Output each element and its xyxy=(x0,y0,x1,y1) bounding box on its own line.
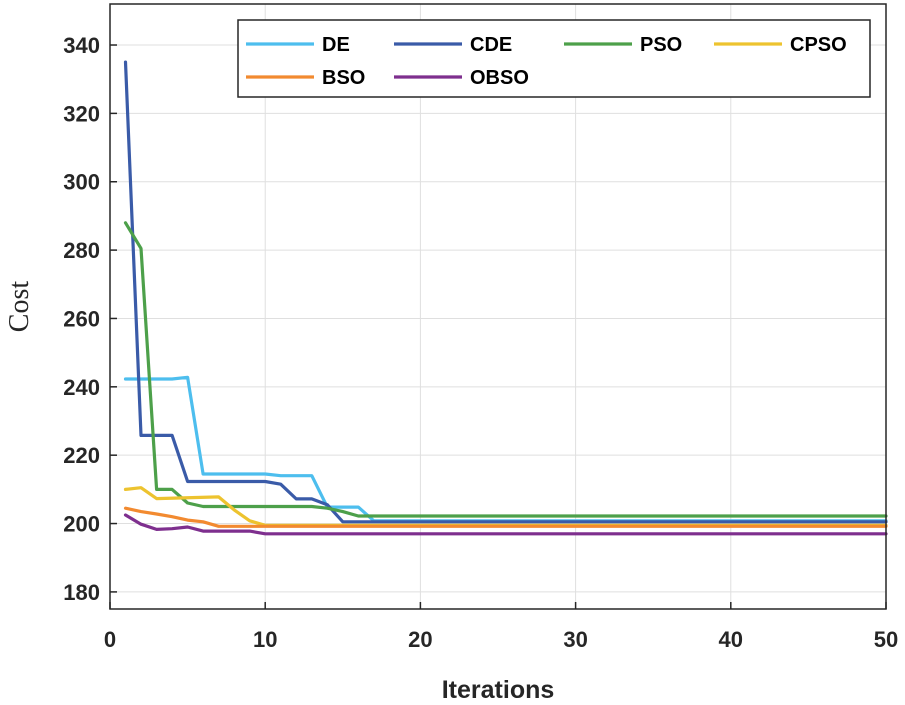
y-tick-label: 340 xyxy=(63,33,100,58)
legend-label-pso: PSO xyxy=(640,34,682,56)
series-line-de xyxy=(123,375,888,523)
y-tick-label: 300 xyxy=(63,170,100,195)
x-tick-label: 40 xyxy=(719,627,743,652)
plot-area-frame xyxy=(109,3,887,610)
x-tick-label: 30 xyxy=(563,627,587,652)
x-axis-ticks: 0 10 20 30 40 50 xyxy=(104,602,898,652)
x-tick-label: 20 xyxy=(408,627,432,652)
y-tick-label: 200 xyxy=(63,512,100,537)
y-axis-title: Cost xyxy=(4,281,35,333)
y-tick-label: 320 xyxy=(63,101,100,126)
y-tick-label: 220 xyxy=(63,443,100,468)
x-tick-label: 10 xyxy=(253,627,277,652)
legend-box xyxy=(237,19,871,98)
legend: DE CDE PSO CPSO BSO OBSO xyxy=(237,19,871,98)
legend-label-de: DE xyxy=(322,34,350,56)
y-axis-ticks: 180 200 220 240 260 280 300 320 340 xyxy=(63,33,117,605)
x-tick-label: 0 xyxy=(104,627,116,652)
x-tick-label: 50 xyxy=(874,627,898,652)
series-line-cpso xyxy=(123,486,888,527)
y-tick-label: 280 xyxy=(63,238,100,263)
x-axis-title: Iterations xyxy=(442,676,555,704)
y-tick-label: 240 xyxy=(63,375,100,400)
series-lines xyxy=(123,60,888,536)
y-tick-label: 260 xyxy=(63,306,100,331)
legend-label-obso: OBSO xyxy=(470,67,529,89)
y-tick-label: 180 xyxy=(63,580,100,605)
legend-label-cde: CDE xyxy=(470,34,512,56)
series-line-pso xyxy=(123,221,888,518)
series-line-bso xyxy=(123,506,888,528)
legend-label-cpso: CPSO xyxy=(790,34,847,56)
legend-label-bso: BSO xyxy=(322,67,365,89)
series-line-obso xyxy=(123,513,888,536)
